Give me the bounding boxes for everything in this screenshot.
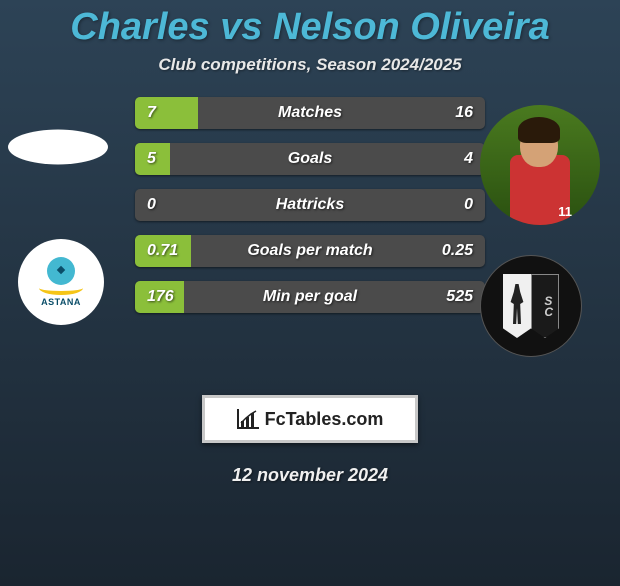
- left-player-column: ASTANA: [0, 97, 130, 325]
- stat-value-left: 176: [147, 288, 174, 306]
- stat-label: Min per goal: [263, 288, 357, 306]
- stat-value-left: 0.71: [147, 242, 178, 260]
- stat-row: 5 Goals 4: [135, 143, 485, 175]
- comparison-panel: ASTANA 7 Matches 16 5 Goals 4 0 Hattricks 0 0.71 G…: [0, 97, 620, 377]
- stat-row: 7 Matches 16: [135, 97, 485, 129]
- right-club-badge: SC: [480, 255, 582, 357]
- left-player-photo: [8, 130, 108, 165]
- stat-value-left: 7: [147, 104, 156, 122]
- right-player-photo: [480, 105, 600, 225]
- page-title: Charles vs Nelson Oliveira: [0, 6, 620, 49]
- stat-value-right: 16: [455, 104, 473, 122]
- stat-row: 176 Min per goal 525: [135, 281, 485, 313]
- stat-value-right: 525: [446, 288, 473, 306]
- stat-label: Matches: [278, 104, 342, 122]
- stat-label: Goals: [288, 150, 332, 168]
- astana-logo: ASTANA: [31, 252, 91, 312]
- stat-bar-left: [135, 97, 198, 129]
- stat-value-left: 5: [147, 150, 156, 168]
- stat-label: Hattricks: [276, 196, 344, 214]
- stat-row: 0 Hattricks 0: [135, 189, 485, 221]
- stat-value-left: 0: [147, 196, 156, 214]
- right-player-column: SC: [500, 97, 610, 357]
- vitoria-sc-text: SC: [544, 296, 553, 318]
- vitoria-figure-icon: [509, 284, 525, 324]
- stats-column: 7 Matches 16 5 Goals 4 0 Hattricks 0 0.71 Goals pe…: [135, 97, 485, 327]
- page-subtitle: Club competitions, Season 2024/2025: [0, 55, 620, 75]
- astana-club-text: ASTANA: [41, 297, 81, 307]
- brand-box[interactable]: FcTables.com: [202, 395, 418, 443]
- stat-value-right: 0.25: [442, 242, 473, 260]
- brand-text: FcTables.com: [265, 409, 384, 430]
- brand-bar-chart-icon: [237, 409, 259, 429]
- vitoria-shield-icon: SC: [503, 274, 559, 338]
- stat-label: Goals per match: [247, 242, 372, 260]
- player-hair: [518, 117, 560, 143]
- stat-row: 0.71 Goals per match 0.25: [135, 235, 485, 267]
- left-club-badge: ASTANA: [18, 239, 104, 325]
- astana-ball-icon: [47, 257, 75, 285]
- date-line: 12 november 2024: [0, 465, 620, 486]
- stat-value-right: 0: [464, 196, 473, 214]
- stat-value-right: 4: [464, 150, 473, 168]
